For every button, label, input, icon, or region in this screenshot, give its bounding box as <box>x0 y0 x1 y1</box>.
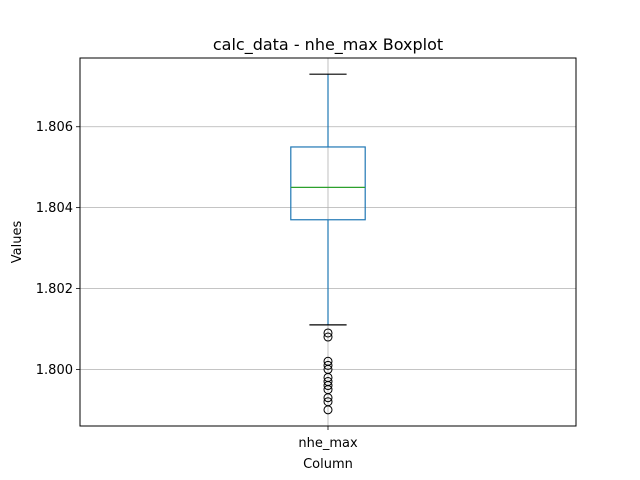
chart-title: calc_data - nhe_max Boxplot <box>213 35 443 55</box>
outlier-point <box>323 360 333 370</box>
outlier-point <box>323 328 333 338</box>
y-tick-label: 1.804 <box>36 201 73 216</box>
outlier-point <box>323 381 333 391</box>
y-tick-label: 1.802 <box>36 282 73 297</box>
y-tick-label: 1.806 <box>36 120 73 135</box>
outlier-point <box>323 393 333 403</box>
tick-layer: 1.800 1.802 1.804 1.806 nhe_max <box>36 120 358 451</box>
y-tick-label: 1.800 <box>36 363 73 378</box>
x-tick-label: nhe_max <box>298 436 358 451</box>
iqr-box <box>290 146 366 221</box>
outlier-point <box>323 332 333 342</box>
box-layer <box>290 73 366 415</box>
y-axis-label: Values <box>10 221 25 264</box>
x-axis-label: Column <box>303 457 353 472</box>
outlier-point <box>323 405 333 415</box>
